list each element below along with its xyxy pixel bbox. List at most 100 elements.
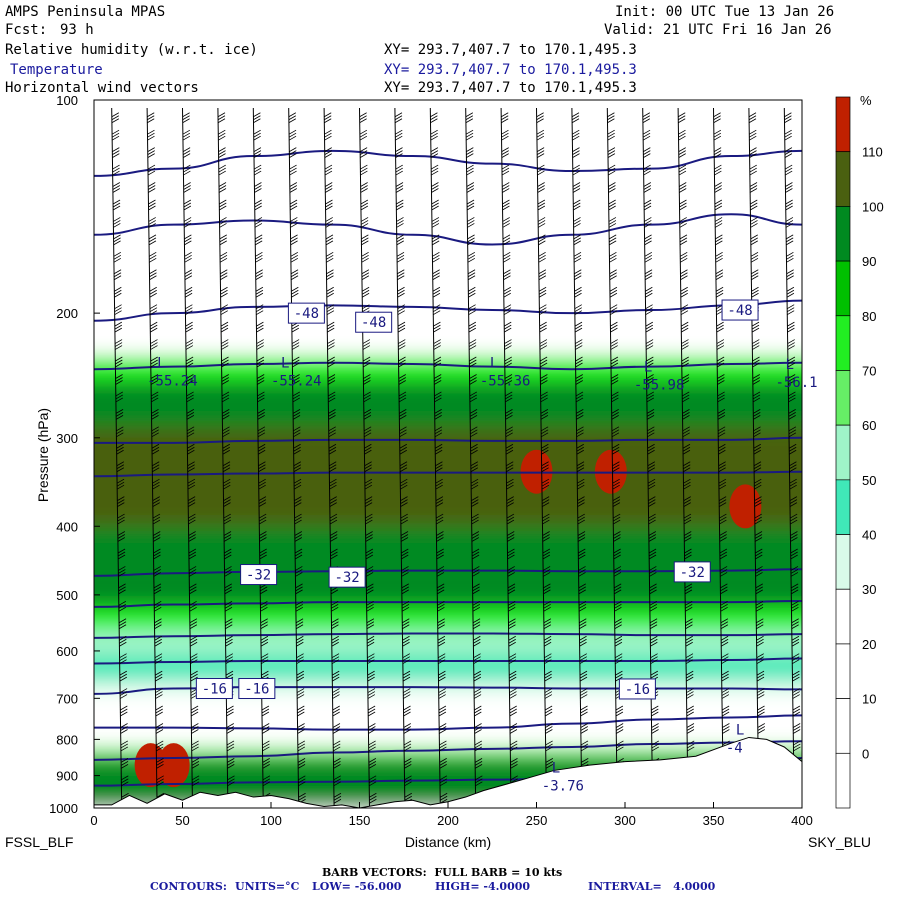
wind-barb-flag (185, 310, 193, 316)
wind-barb-flag (115, 394, 124, 400)
wind-barb-flag (609, 307, 618, 313)
wind-barb-flag (785, 223, 794, 228)
wind-barb-flag (720, 589, 728, 595)
wind-barb-flag (395, 150, 403, 155)
wind-barb-flag (645, 292, 653, 298)
temperature-label: -32 (680, 565, 705, 581)
wind-barb-flag (754, 484, 762, 490)
wind-barb-flag (678, 129, 686, 135)
wind-barb-flag (401, 600, 410, 606)
wind-barb-flag (789, 502, 798, 507)
wind-barb-flag (397, 272, 405, 278)
wind-barb-flag (227, 758, 235, 763)
wind-barb-flag (154, 653, 163, 659)
wind-barb-flag (114, 310, 122, 316)
wind-barb-flag (401, 569, 409, 574)
wind-barb-flag (503, 292, 511, 298)
wind-barb-flag (614, 621, 622, 627)
wind-barb-flag (683, 513, 692, 519)
wind-barb-flag (289, 170, 297, 176)
wind-barb-flag (473, 676, 482, 682)
wind-barb-flag (185, 327, 193, 333)
wind-barb-flag (750, 234, 758, 240)
wind-barb-flag (577, 537, 586, 542)
wind-barb-flag (536, 150, 545, 155)
wind-barb-flag (579, 659, 587, 665)
wind-barb-flag (224, 548, 232, 554)
wind-barb-flag (326, 251, 334, 257)
wind-barb-flag (186, 429, 195, 435)
wind-barb-flag (541, 502, 550, 507)
wind-barb-flag (436, 586, 445, 592)
wind-barb-flag (253, 164, 262, 170)
wind-barb-flag (327, 327, 335, 333)
wind-barb-flag (608, 237, 617, 243)
wind-barb-flag (433, 321, 441, 327)
wind-barb-flag (717, 374, 725, 379)
wind-barb-flag (508, 638, 516, 644)
wind-barb-flag (290, 251, 299, 257)
wind-barb-flag (151, 449, 160, 455)
wind-barb-flag (540, 377, 548, 382)
wind-barb-flag (784, 115, 792, 121)
colorbar-swatch (835, 315, 851, 371)
wind-barb-flag (539, 321, 547, 327)
wind-barb-flag (755, 606, 764, 612)
wind-barb-flag (115, 380, 123, 385)
wind-barb-flag (324, 147, 332, 152)
wind-barb-flag (189, 589, 197, 595)
wind-barb-flag (402, 659, 410, 665)
wind-barb-flag (645, 327, 654, 333)
wind-barb-flag (788, 426, 797, 432)
wind-barb-flag (437, 656, 446, 662)
wind-barb-flag (467, 251, 476, 257)
wind-barb-flag (366, 606, 374, 612)
wind-barb-flag (648, 554, 657, 560)
temperature-label-box (328, 566, 366, 588)
wind-barb-flag (580, 711, 588, 717)
wind-barb-flag (402, 618, 410, 624)
wind-barb-flag (787, 374, 796, 379)
wind-barb-flag (577, 481, 585, 487)
wind-barb-flag (155, 676, 163, 682)
colorbar-tick-label: 70 (862, 363, 876, 378)
wind-barb-flag (118, 569, 126, 574)
wind-barb-flag (436, 569, 445, 574)
wind-barb-flag (296, 670, 305, 676)
wind-barb-flag (153, 554, 161, 560)
wind-barb-flag (118, 624, 127, 630)
wind-barb-flag (400, 534, 409, 539)
wind-barb-flag (113, 217, 121, 222)
wind-barb-flag (297, 761, 306, 766)
wind-barb-flag (749, 170, 757, 176)
wind-barb-flag (190, 705, 199, 711)
wind-barb-flag (611, 449, 620, 455)
temperature-label-box (240, 564, 278, 586)
wind-barb-flag (330, 554, 338, 560)
wind-barb-flag (257, 394, 265, 400)
wind-barb-flag (149, 254, 157, 260)
wind-barb-flag (721, 673, 729, 679)
wind-barb-flag (577, 496, 585, 501)
wind-barb-flag (714, 182, 722, 187)
wind-barb-flag (501, 118, 509, 124)
wind-barb-flag (752, 380, 760, 385)
wind-barb-flag (224, 554, 232, 560)
wind-barb-flag (294, 537, 303, 542)
wind-barb-flag (680, 292, 688, 298)
wind-barb-flag (540, 409, 549, 414)
wind-barb-flag (474, 746, 483, 752)
wind-barb-flag (260, 618, 268, 624)
wind-barb-flag (435, 467, 443, 473)
wind-barb-flag (258, 461, 266, 467)
wind-barb-flag (326, 272, 334, 278)
wind-barb-flag (543, 638, 552, 644)
wind-barb-flag (537, 217, 546, 222)
terrain-mask (94, 736, 802, 808)
wind-barb-flag (256, 356, 265, 362)
wind-barb-flag (294, 531, 303, 536)
wind-barb-flag (541, 464, 549, 470)
wind-barb-flag (261, 708, 270, 714)
wind-barb-flag (612, 464, 620, 470)
wind-barb-flag (222, 409, 230, 414)
